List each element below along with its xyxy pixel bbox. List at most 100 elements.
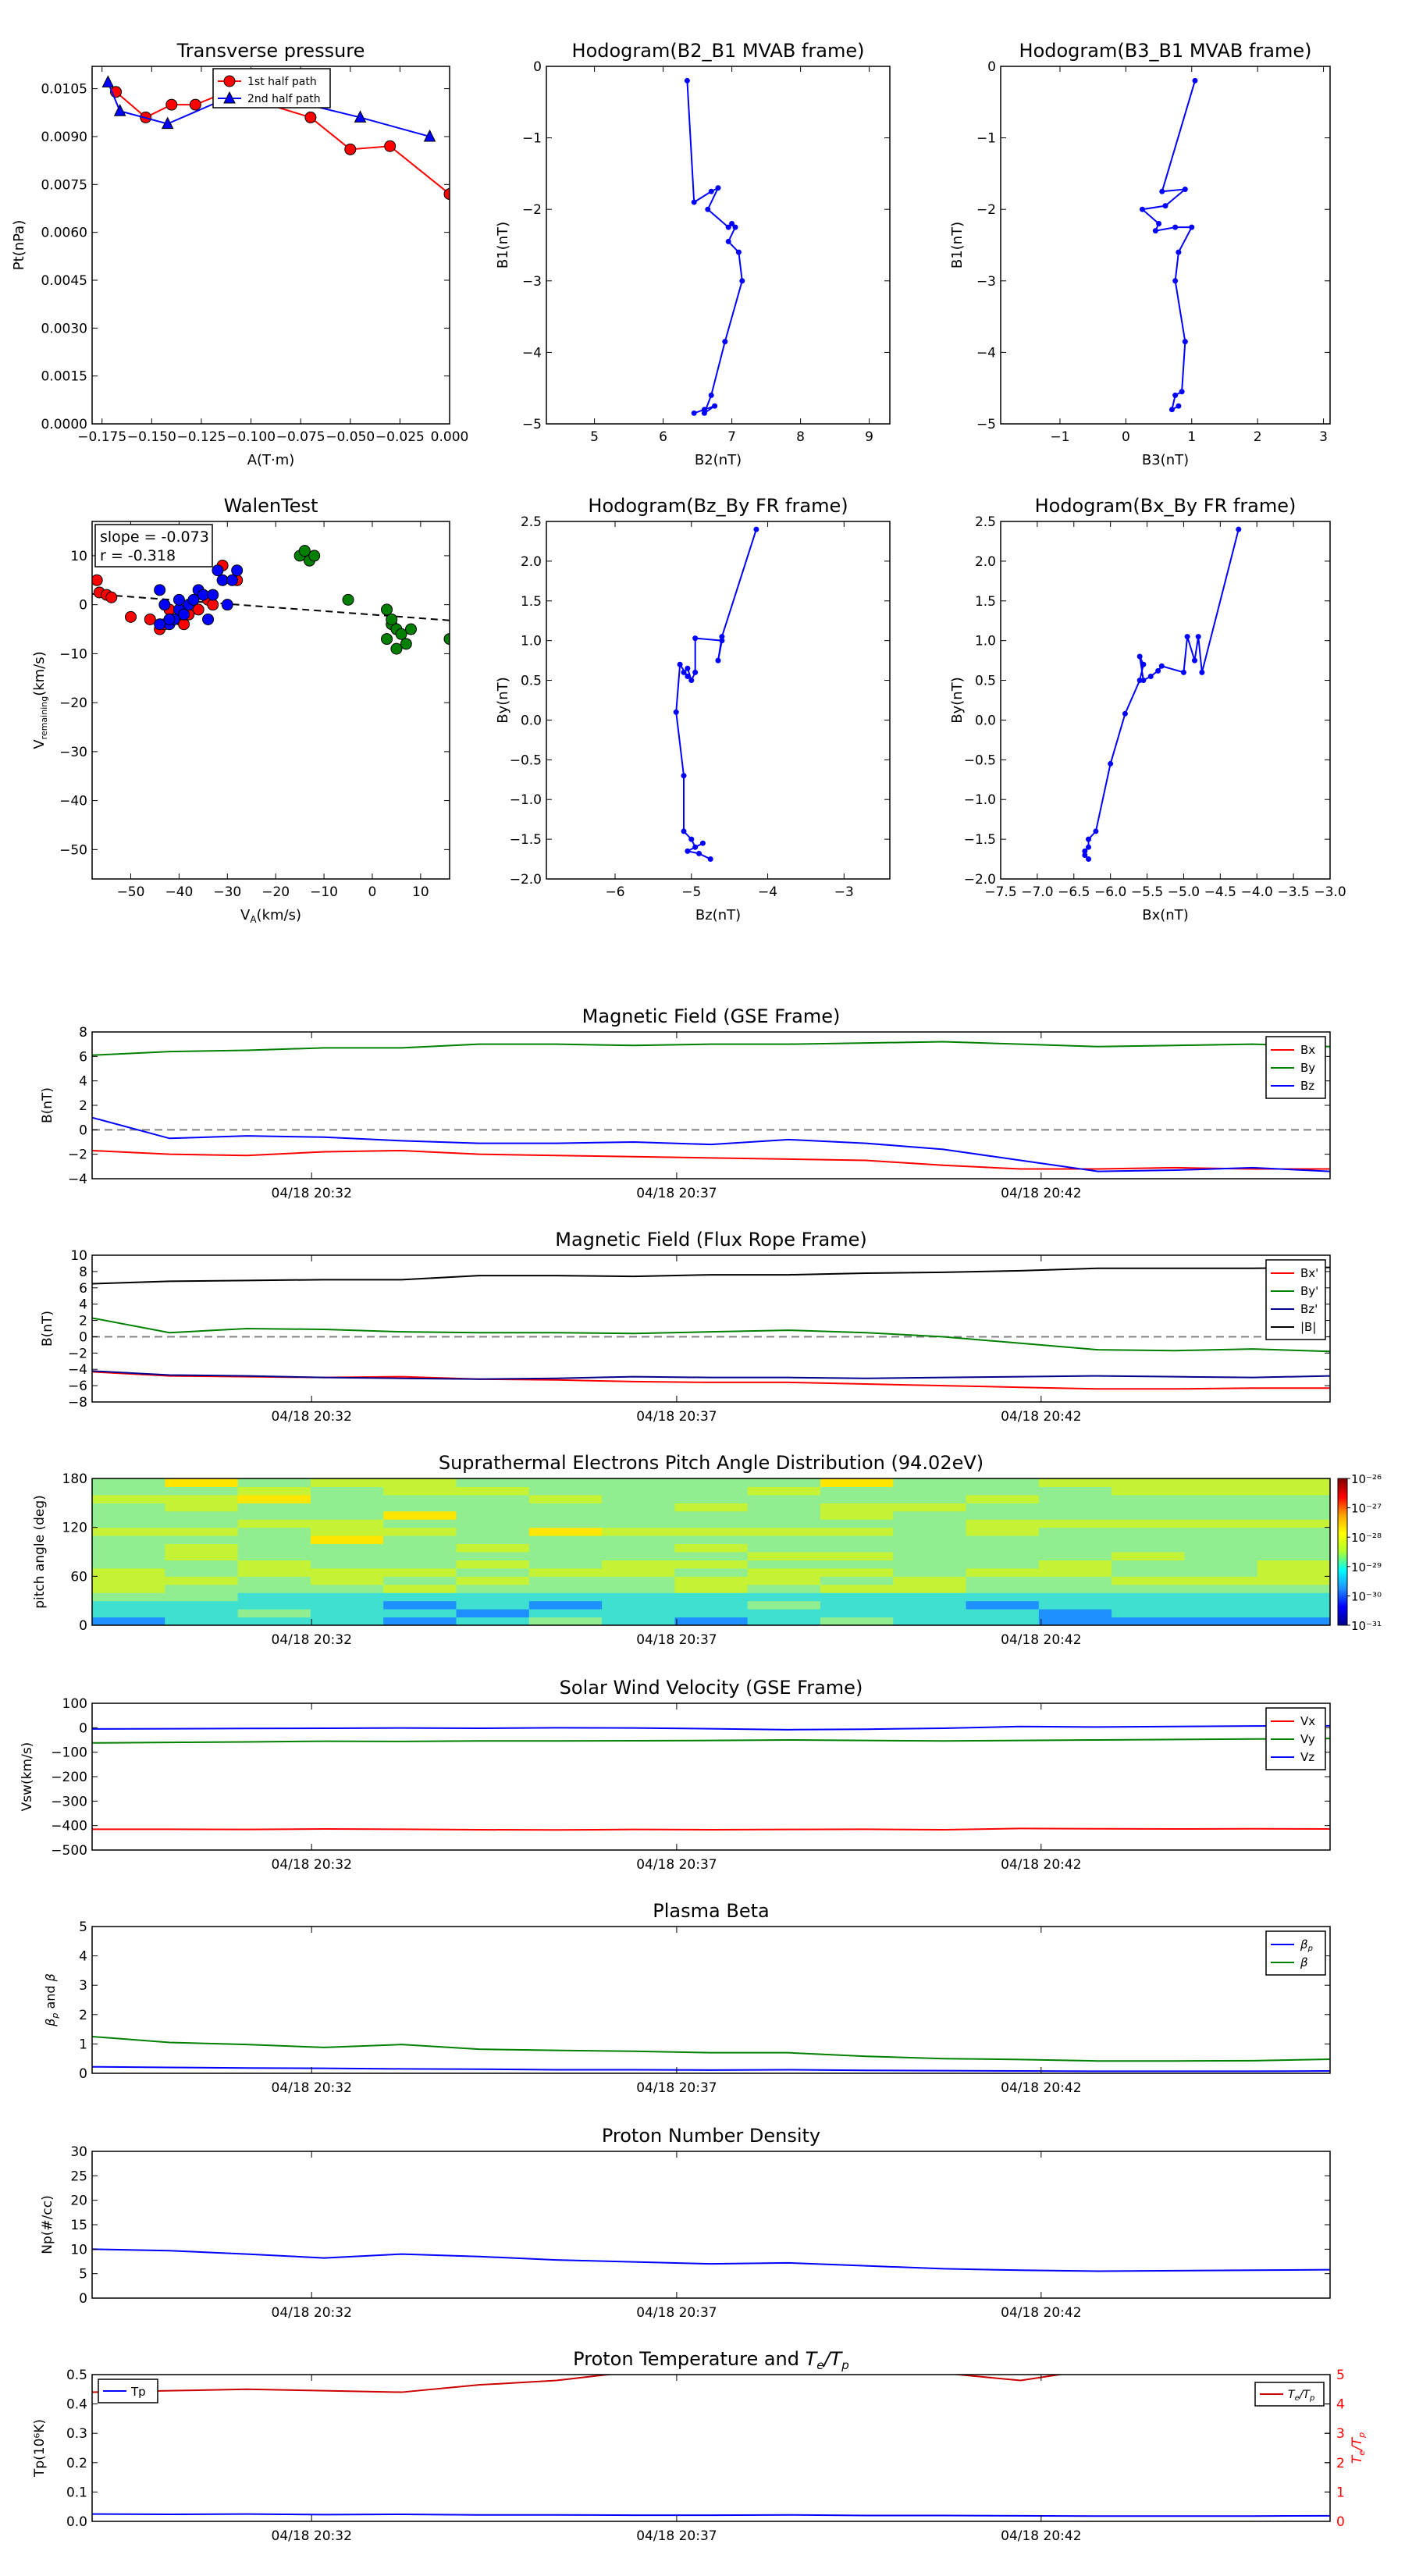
chart-hodogram-b3-b1: Hodogram(B3_B1 MVAB frame) −1 0 1 2 3 −5 −4 −3 −2… — [949, 40, 1331, 468]
x-axis-label: B3(nT) — [1142, 452, 1189, 468]
legend-label: Te/Tp — [1288, 2389, 1314, 2403]
xtick-label: −0.175 — [77, 429, 126, 445]
data-point — [154, 584, 166, 596]
heatmap-cell — [310, 1576, 384, 1585]
chart-title: Transverse pressure — [176, 40, 365, 62]
ytick-label: 0.0075 — [41, 177, 87, 193]
label-part: β — [43, 1973, 58, 1982]
heatmap-cell — [893, 1584, 967, 1593]
ytick-label: 10 — [70, 2242, 87, 2258]
heatmap-cell — [966, 1592, 1040, 1602]
heatmap-cell — [92, 1560, 165, 1569]
heatmap-cell — [383, 1510, 457, 1520]
heatmap-cell — [820, 1503, 894, 1512]
label-part: (km/s) — [257, 907, 301, 923]
data-point — [101, 75, 115, 87]
heatmap-cell — [456, 1600, 530, 1610]
heatmap-cell — [383, 1576, 457, 1585]
xtick-label: 8 — [796, 429, 805, 445]
data-point — [165, 98, 178, 111]
heatmap-cell — [383, 1494, 457, 1503]
heatmap-cell — [602, 1617, 675, 1626]
ytick-label-right: 3 — [1336, 2426, 1345, 2442]
data-point — [729, 221, 735, 227]
ytick-label: 0 — [79, 598, 87, 614]
series-line — [92, 1317, 1330, 1353]
data-point — [344, 143, 357, 155]
heatmap-cell — [165, 1543, 239, 1553]
heatmap-cell — [602, 1576, 675, 1585]
label-part: (km/s) — [31, 651, 48, 696]
heatmap-cell — [602, 1486, 675, 1496]
heatmap-cell — [820, 1560, 894, 1569]
heatmap-cell — [456, 1592, 530, 1602]
series-line — [92, 2248, 1330, 2272]
heatmap-cell — [456, 1510, 530, 1520]
series-line — [92, 2065, 1330, 2073]
data-point — [443, 188, 450, 201]
xtick-label: −5.5 — [1131, 884, 1163, 900]
y-axis-label: B1(nT) — [949, 222, 966, 269]
heatmap-cell — [1112, 1494, 1185, 1503]
xtick-label: 04/18 20:42 — [1001, 2528, 1081, 2544]
data-point — [173, 593, 185, 606]
heatmap-cell — [1257, 1617, 1331, 1626]
xtick-label: 04/18 20:32 — [272, 2080, 352, 2096]
title-part: /T — [823, 2348, 844, 2370]
heatmap-cell — [1112, 1503, 1185, 1512]
data-point — [1172, 224, 1179, 230]
data-point — [1192, 657, 1198, 664]
heatmap-cell — [383, 1592, 457, 1602]
data-point — [154, 618, 166, 631]
series-line — [1140, 80, 1196, 411]
heatmap-cell — [674, 1592, 749, 1602]
heatmap-cell — [747, 1527, 821, 1536]
heatmap-cell — [1184, 1478, 1258, 1487]
plot-frame — [91, 1926, 1331, 2074]
heatmap-cell — [820, 1543, 894, 1553]
data-point — [1136, 653, 1143, 660]
xtick-label: 04/18 20:32 — [272, 1186, 352, 1201]
heatmap-cell — [747, 1510, 821, 1520]
heatmap-cell — [1257, 1600, 1331, 1610]
ytick-label: 0 — [79, 2291, 87, 2307]
x-axis-label: B2(nT) — [695, 452, 742, 468]
plot-area — [673, 526, 759, 863]
heatmap-cell — [528, 1535, 603, 1545]
heatmap-cell — [1257, 1543, 1331, 1553]
heatmap-cell — [602, 1609, 675, 1618]
heatmap-cell — [966, 1584, 1040, 1593]
heatmap-cell — [237, 1478, 311, 1487]
data-point — [384, 140, 397, 152]
series-line — [92, 1370, 1330, 1380]
label-sub: remaining — [39, 696, 49, 740]
heatmap-cell — [893, 1567, 967, 1577]
plot-area — [92, 2248, 1330, 2272]
ytick-label: 2.0 — [975, 554, 996, 570]
data-point — [231, 564, 244, 577]
heatmap-cell — [1038, 1609, 1112, 1618]
ytick-label: 1.5 — [975, 594, 996, 610]
heatmap-cell — [1038, 1576, 1112, 1585]
heatmap-cell — [237, 1494, 311, 1503]
xtick-label: 0 — [1122, 429, 1130, 445]
series-line — [92, 1041, 1330, 1056]
heatmap-cell — [966, 1609, 1040, 1618]
heatmap-cell — [310, 1494, 384, 1503]
data-point — [715, 657, 721, 664]
colorbar-label: 10⁻²⁸ — [1351, 1531, 1382, 1545]
ytick-label: 0 — [79, 1720, 87, 1736]
title-sub: p — [841, 2358, 849, 2372]
ytick-label: 0.1 — [66, 2485, 87, 2500]
heatmap-cell — [1112, 1617, 1185, 1626]
ytick-label: 0.2 — [66, 2456, 87, 2471]
heatmap-cell — [383, 1543, 457, 1553]
heatmap-cell — [456, 1560, 530, 1569]
data-point — [705, 206, 711, 212]
heatmap-cell — [966, 1535, 1040, 1545]
ytick-label: −2.0 — [510, 872, 542, 888]
chart-hodogram-bz-by: Hodogram(Bz_By FR frame) −6 −5 −4 −3 −2.0 −1.5… — [495, 495, 891, 923]
heatmap-cell — [1184, 1592, 1258, 1602]
heatmap-cell — [310, 1527, 384, 1536]
heatmap-cell — [310, 1560, 384, 1569]
